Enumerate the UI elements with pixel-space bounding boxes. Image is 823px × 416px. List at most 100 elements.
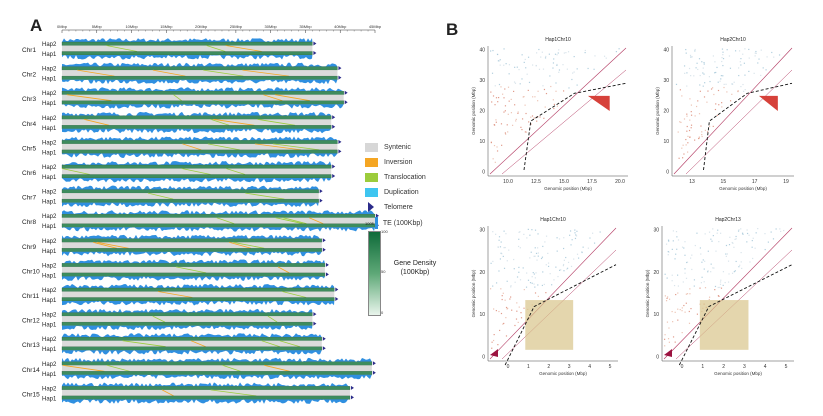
legend: Syntenic Inversion Translocation Duplica… bbox=[365, 143, 440, 318]
rearrangement-streak bbox=[267, 315, 278, 323]
rearrangement-streak bbox=[152, 69, 186, 77]
hap-top-label: Hap2 bbox=[42, 386, 57, 392]
chromosome-pair-chr5: Chr5 Hap2 Hap1 bbox=[22, 136, 342, 158]
hap1-gene-density-bar bbox=[61, 149, 338, 154]
legend-label: Inversion bbox=[384, 159, 413, 166]
hap-bottom-label: Hap1 bbox=[42, 52, 57, 58]
synteny-band bbox=[62, 45, 313, 52]
hap-top-label: Hap2 bbox=[42, 337, 57, 343]
telomere-marker bbox=[313, 321, 317, 326]
rearrangement-streak bbox=[275, 217, 303, 225]
chromosome-pair-chr1: Chr1 Hap2 Hap1 bbox=[22, 38, 317, 60]
rearrangement-streak bbox=[176, 266, 207, 274]
telomere-marker bbox=[372, 370, 376, 375]
rearrangement-streak bbox=[62, 364, 105, 372]
hap-bottom-label: Hap1 bbox=[42, 200, 57, 206]
chromosome-pair-chr8: Chr8 Hap2 Hap1 bbox=[22, 210, 379, 232]
rearrangement-streak bbox=[242, 69, 289, 77]
syntenic-swatch bbox=[365, 143, 378, 152]
te-track-bottom bbox=[62, 251, 322, 257]
rearrangement-streak bbox=[190, 340, 206, 348]
synteny-band bbox=[62, 217, 375, 224]
hap-top-label: Hap2 bbox=[42, 362, 57, 368]
rearrangement-streak bbox=[210, 389, 257, 397]
hap2-gene-density-bar bbox=[61, 115, 332, 120]
legend-label: Translocation bbox=[384, 174, 426, 181]
hap-top-label: Hap2 bbox=[42, 140, 57, 146]
rearrangement-streak bbox=[279, 340, 301, 348]
legend-te: 1005 TE (100Kbp) bbox=[365, 217, 423, 229]
axis-tick-label: 25Mbp bbox=[230, 24, 243, 29]
chromosome-label: Chr5 bbox=[22, 145, 36, 152]
axis-tick-label: 15Mbp bbox=[160, 24, 173, 29]
hap-top-label: Hap2 bbox=[42, 91, 57, 97]
hap-bottom-label: Hap1 bbox=[42, 323, 57, 329]
legend-translocation: Translocation bbox=[365, 173, 426, 182]
te-track-top bbox=[62, 161, 332, 165]
hap2-gene-density-bar bbox=[61, 214, 376, 218]
chromosome-label: Chr9 bbox=[22, 244, 36, 251]
rearrangement-streak bbox=[122, 340, 166, 348]
legend-inversion: Inversion bbox=[365, 158, 412, 167]
rearrangement-streak bbox=[222, 364, 241, 372]
rearrangement-streak bbox=[225, 168, 246, 175]
telomere-marker bbox=[322, 336, 326, 341]
te-track-bottom bbox=[62, 374, 372, 380]
axis-tick-label: 20Mbp bbox=[195, 24, 208, 29]
hap1-gene-density-bar bbox=[61, 100, 344, 105]
te-tick: 1005 bbox=[365, 220, 374, 226]
legend-label: Telomere bbox=[384, 203, 413, 211]
hap1-gene-density-bar bbox=[61, 75, 338, 80]
telomere-marker bbox=[335, 287, 339, 292]
chromosome-pair-chr4: Chr4 Hap2 Hap1 bbox=[22, 111, 336, 134]
chromosome-label: Chr7 bbox=[22, 195, 36, 202]
hap2-gene-density-bar bbox=[61, 238, 322, 243]
rearrangement-streak bbox=[257, 118, 296, 126]
rearrangement-streak bbox=[106, 45, 138, 52]
panel-a-axis: 0Mbp 5Mbp 10Mbp 15Mbp 20Mbp 25Mbp 30Mbp 35Mbp 40… bbox=[57, 24, 382, 33]
synteny-band bbox=[62, 143, 338, 150]
hap2-gene-density-bar bbox=[61, 263, 326, 268]
telomere-marker bbox=[332, 124, 336, 129]
te-track-bottom bbox=[62, 227, 375, 232]
rearrangement-streak bbox=[147, 192, 174, 200]
rearrangement-streak bbox=[106, 364, 130, 372]
chromosome-pair-chr3: Chr3 Hap2 Hap1 bbox=[22, 87, 348, 109]
te-track-top bbox=[62, 308, 313, 313]
synteny-band bbox=[62, 70, 338, 77]
rearrangement-streak bbox=[182, 143, 202, 151]
rearrangement-streak bbox=[77, 69, 115, 77]
hap2-gene-density-bar bbox=[61, 140, 338, 145]
legend-label: Duplication bbox=[384, 189, 419, 196]
chromosome-label: Chr13 bbox=[22, 342, 40, 349]
hap2-gene-density-bar bbox=[61, 189, 319, 194]
chromosome-pair-chr7: Chr7 Hap2 Hap1 bbox=[22, 185, 323, 208]
axis-tick-label: 5Mbp bbox=[92, 24, 103, 29]
rearrangement-streak bbox=[161, 389, 174, 397]
hap2-gene-density-bar bbox=[61, 386, 351, 391]
telomere-marker bbox=[325, 262, 329, 267]
rearrangement-streak bbox=[181, 168, 211, 175]
synteny-band bbox=[62, 291, 335, 298]
te-track-top bbox=[62, 259, 325, 264]
hap1-gene-density-bar bbox=[61, 395, 351, 400]
te-track-top bbox=[62, 234, 322, 239]
gene-tick-top: 100 bbox=[381, 229, 388, 234]
hap2-gene-density-bar bbox=[61, 164, 332, 169]
telomere-marker bbox=[350, 395, 354, 400]
panel-a-chromosomes: Chr1Hap2Hap1Chr2Hap2Hap1Chr3Hap2Hap1Chr4… bbox=[22, 38, 379, 404]
inversion-swatch bbox=[365, 158, 378, 167]
telomere-triangle-icon bbox=[368, 202, 374, 212]
panel-a-letter: A bbox=[30, 16, 43, 35]
te-track-top bbox=[62, 333, 322, 338]
hap1-gene-density-bar bbox=[61, 248, 322, 252]
legend-telomere: Telomere bbox=[365, 202, 413, 212]
te-track-top bbox=[62, 357, 372, 362]
axis-tick-label: 0Mbp bbox=[57, 24, 68, 29]
telomere-marker bbox=[344, 90, 348, 95]
